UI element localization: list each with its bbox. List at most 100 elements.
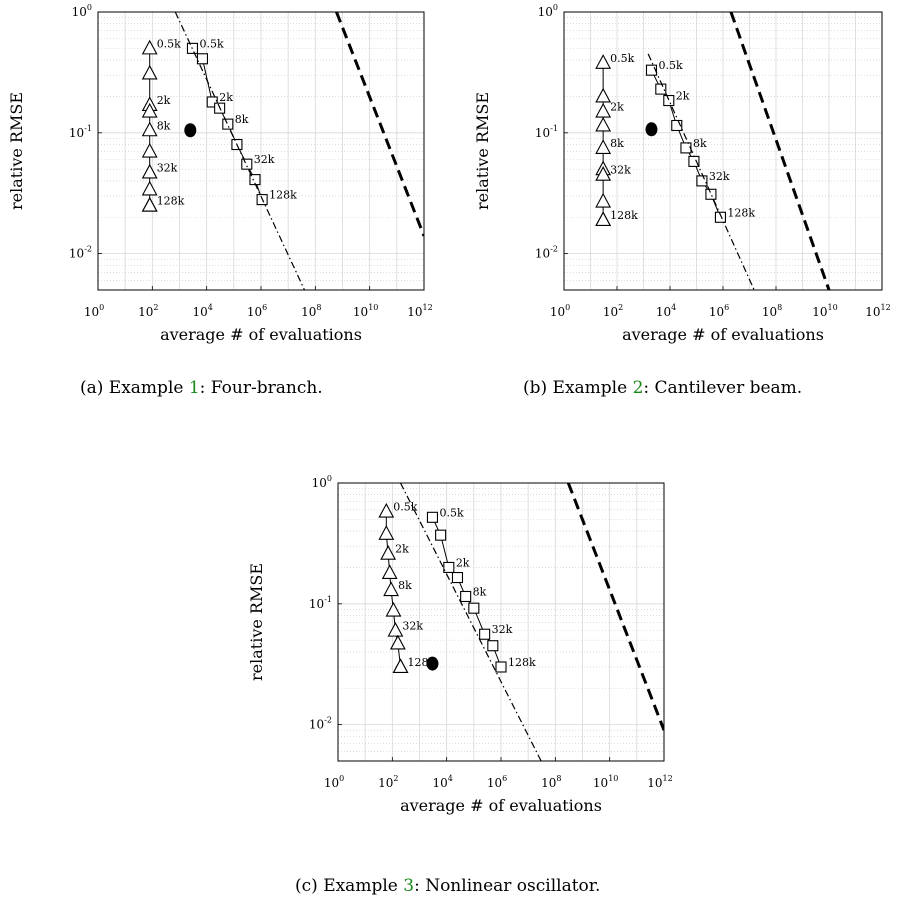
x-tick-label: 100 [84,303,104,319]
data-point-label: 128k [157,195,185,208]
y-tick-label: 100 [538,3,558,19]
caption-a-ref[interactable]: 1 [188,378,200,398]
data-point-triangle [378,502,395,518]
data-point-square [655,83,667,95]
reference-line-dashdot [399,483,542,761]
x-tick-label: 1010 [812,303,837,319]
data-point-triangle [595,87,612,103]
data-point-label: 0.5k [199,37,223,50]
data-point-label: 0.5k [610,52,634,65]
data-point-label: 2k [610,101,624,114]
y-tick-label: 10-2 [535,245,558,261]
data-point-triangle [378,525,395,540]
data-point-square [487,640,499,652]
data-point-label: 128k [269,189,297,202]
chart-panel-b: 100 102 104 106 108 1010 1012 10-2 10-1 100 averag… [458,0,916,460]
data-point-label: 32k [492,623,513,636]
y-tick-label: 10-2 [69,245,92,261]
grid [337,482,665,762]
data-point-triangle [141,196,158,212]
data-point-label: 8k [610,137,624,150]
data-point-triangle [141,163,158,179]
reference-line-dashed [729,12,831,290]
x-tick-label: 106 [487,774,507,790]
data-point-label: 8k [398,579,412,592]
x-tick-label: 1010 [593,774,618,790]
chart-b-svg: 100 102 104 106 108 1010 1012 10-2 10-1 100 averag… [473,3,891,344]
x-tick-label: 1012 [647,774,672,790]
x-tick-label: 108 [762,303,782,319]
caption-b-ref[interactable]: 2 [632,378,644,398]
data-point-label: 8k [235,113,249,126]
data-point-label: 2k [456,556,470,569]
data-point-triangle [141,142,158,158]
data-point-square [222,118,234,130]
data-point-triangle [595,192,612,208]
reference-line-dashed [566,483,664,731]
data-point-triangle [595,102,612,118]
x-tick-label: 104 [432,774,452,790]
data-point-triangle [380,545,397,560]
data-point-square [696,175,708,187]
y-tick-label: 100 [312,474,332,490]
data-point-square [680,142,692,154]
data-point-label: 2k [395,543,409,556]
x-tick-label: 1010 [353,303,378,319]
data-point-triangle [141,102,158,118]
x-tick-label: 102 [378,774,398,790]
chart-a-svg: 100 102 104 106 108 1010 1012 10-2 10-1 100 averag… [7,3,433,344]
x-tick-label: 102 [603,303,623,319]
data-point-label: 32k [402,620,423,633]
data-point-label: 8k [693,137,707,150]
y-tick-label: 10-1 [309,595,332,611]
data-point-triangle [392,658,409,674]
data-point-label: 0.5k [658,59,682,72]
caption-b-suffix: : Cantilever beam. [643,378,803,398]
data-point-triangle [595,116,612,132]
data-point-label: 8k [473,585,487,598]
data-point-square [426,511,439,523]
x-axis-label: average # of evaluations [400,796,602,815]
x-tick-label: 100 [324,774,344,790]
x-tick-label: 100 [550,303,570,319]
x-tick-label: 106 [247,303,267,319]
data-point-square [206,96,218,108]
caption-c-prefix: (c) Example [295,876,404,896]
data-point-label: 0.5k [157,37,181,50]
x-tick-label: 104 [656,303,676,319]
data-point-square [705,188,717,200]
x-tick-label: 102 [138,303,158,319]
y-axis-label: relative RMSE [7,92,26,210]
data-point-label: 2k [157,94,171,107]
data-point-triangle [141,39,158,55]
x-tick-label: 1012 [865,303,890,319]
data-point-square [479,628,491,640]
data-point-triangle [383,581,400,597]
data-point-triangle [595,54,612,69]
data-point-square [196,53,209,65]
caption-c: (c) Example 3: Nonlinear oscillator. [295,876,600,896]
caption-c-suffix: : Nonlinear oscillator. [414,876,601,896]
caption-a: (a) Example 1: Four-branch. [80,378,323,398]
caption-b: (b) Example 2: Cantilever beam. [523,378,802,398]
data-point-label: 8k [157,119,171,132]
y-tick-label: 10-1 [69,124,92,140]
y-tick-label: 10-1 [535,124,558,140]
data-point-triangle [595,139,612,154]
data-point-label: 128k [727,206,755,219]
data-point-label: 2k [676,90,690,103]
data-point-triangle [389,634,406,650]
y-tick-label: 100 [72,3,92,19]
reference-line-dashed [335,12,424,237]
data-point-label: 32k [610,164,631,177]
y-axis-label: relative RMSE [247,563,266,681]
data-point-triangle [141,121,158,137]
y-tick-label: 10-2 [309,716,332,732]
caption-b-prefix: (b) Example [523,378,633,398]
x-tick-label: 104 [192,303,212,319]
x-tick-label: 108 [301,303,321,319]
chart-panel-a: 100 102 104 106 108 1010 1012 10-2 10-1 100 averag… [0,0,458,460]
data-point-label: 32k [254,153,275,166]
caption-c-ref[interactable]: 3 [403,876,415,896]
data-point-square [451,571,464,584]
